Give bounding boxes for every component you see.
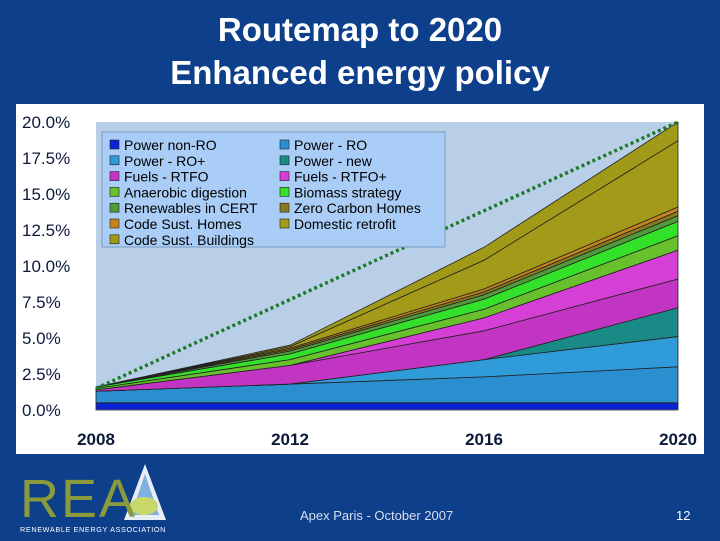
y-tick-label: 17.5% (22, 149, 70, 168)
legend-swatch (279, 171, 290, 181)
legend-label: Domestic retrofit (294, 216, 396, 232)
legend-swatch (109, 171, 120, 181)
legend-swatch (109, 218, 120, 229)
legend-swatch (279, 139, 290, 150)
legend-label: Renewables in CERT (124, 200, 258, 216)
y-tick-label: 12.5% (22, 221, 70, 240)
logo-sun-icon (124, 464, 166, 520)
legend-label: Biomass strategy (294, 184, 401, 200)
legend-swatch (279, 155, 290, 166)
legend-swatch (109, 139, 120, 150)
title-line-2: Enhanced energy policy (170, 54, 550, 91)
x-tick-label: 2020 (659, 430, 697, 449)
legend-label: Code Sust. Buildings (124, 232, 254, 248)
rea-logo: REA RENEWABLE ENERGY ASSOCIATION (18, 460, 178, 536)
legend-label: Power - RO+ (124, 153, 205, 169)
area-chart: 0.0% 2.5% 5.0% 7.5% 10.0% 12.5% 15.0% 17.5% 20.0… (22, 113, 697, 449)
legend-swatch (109, 234, 120, 245)
legend-label: Code Sust. Homes (124, 216, 242, 232)
legend-swatch (279, 218, 290, 229)
footer-text: Apex Paris - October 2007 (300, 508, 454, 523)
legend-label: Zero Carbon Homes (294, 200, 421, 216)
legend-label: Power - RO (294, 137, 367, 153)
page-number: 12 (676, 508, 691, 523)
x-tick-label: 2008 (77, 430, 115, 449)
legend-box (101, 131, 446, 248)
slide-title: Routemap to 2020 Enhanced energy policy (0, 8, 720, 94)
title-line-1: Routemap to 2020 (217, 11, 503, 48)
legend-label: Power non-RO (124, 137, 217, 153)
logo-letters: REA (20, 469, 137, 529)
legend-swatch (109, 202, 120, 213)
y-tick-label: 10.0% (22, 257, 70, 276)
legend-swatch (109, 187, 120, 197)
y-tick-label: 0.0% (22, 401, 61, 420)
logo-tagline: RENEWABLE ENERGY ASSOCIATION (20, 525, 166, 534)
chart-panel: 0.0% 2.5% 5.0% 7.5% 10.0% 12.5% 15.0% 17.5% 20.0… (16, 104, 704, 454)
legend-swatch (279, 202, 290, 213)
legend-label: Anaerobic digestion (124, 184, 247, 200)
area-series-code-sust-buildings (95, 121, 679, 388)
y-tick-label: 2.5% (22, 365, 61, 384)
legend-label: Power - new (294, 153, 373, 169)
x-tick-label: 2012 (271, 430, 309, 449)
target-trend-line (95, 120, 679, 390)
legend-swatch (279, 187, 290, 197)
area-series-power-non-ro (95, 402, 679, 411)
legend-label: Fuels - RTFO (124, 169, 209, 185)
legend-swatch (109, 155, 120, 166)
legend-label: Fuels - RTFO+ (294, 169, 387, 185)
y-tick-label: 7.5% (22, 293, 61, 312)
y-tick-label: 15.0% (22, 185, 70, 204)
y-tick-label: 20.0% (22, 113, 70, 132)
x-tick-label: 2016 (465, 430, 503, 449)
y-tick-label: 5.0% (22, 329, 61, 348)
